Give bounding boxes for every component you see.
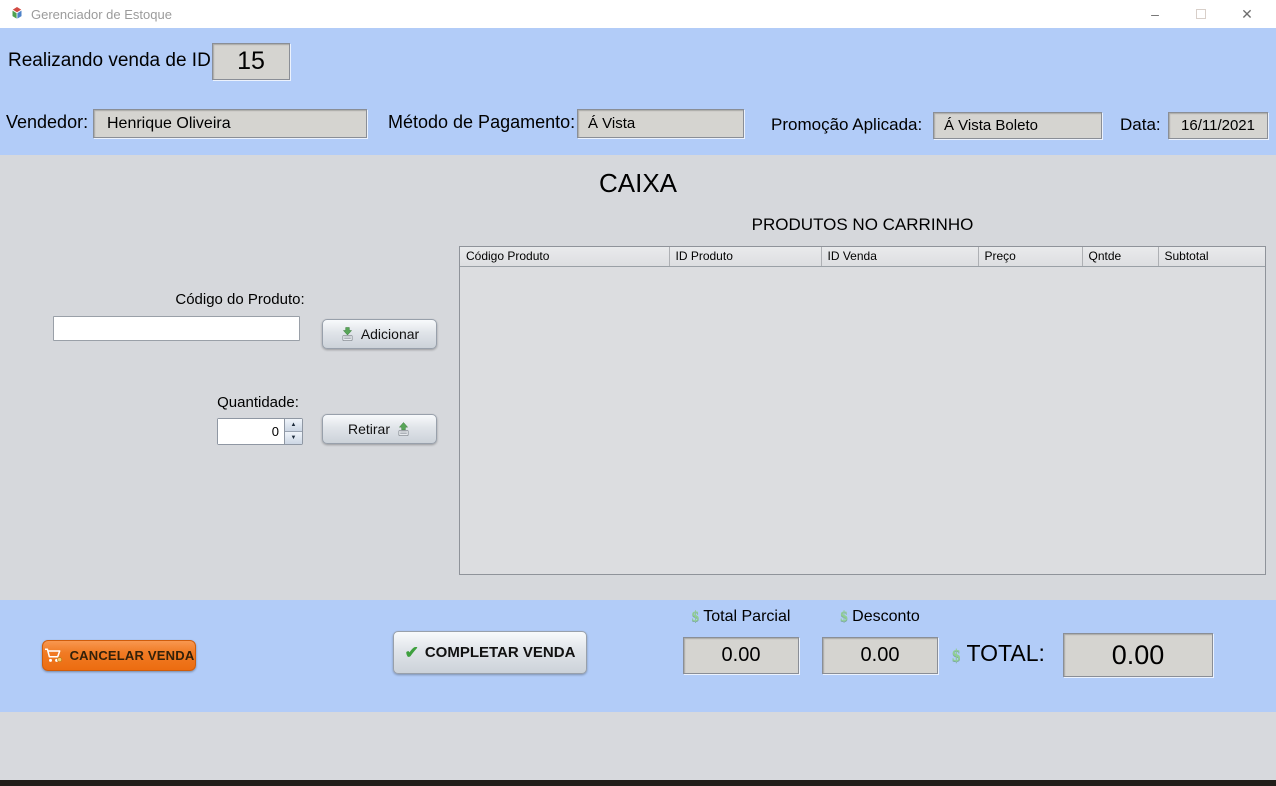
column-header-pre-o[interactable]: Preço <box>978 247 1083 267</box>
discount-label: $ Desconto <box>815 608 945 626</box>
cancel-sale-button[interactable]: CANCELAR VENDA <box>42 640 196 671</box>
maximize-button[interactable] <box>1178 0 1224 28</box>
date-label: Data: <box>1120 115 1161 134</box>
discount-field: 0.00 <box>822 637 938 674</box>
quantity-input[interactable] <box>218 419 284 444</box>
vendor-label: Vendedor: <box>6 112 89 132</box>
page-title: CAIXA <box>598 168 678 198</box>
quantity-stepper[interactable]: ▲ ▼ <box>217 418 303 445</box>
promotion-label: Promoção Aplicada: <box>771 115 923 134</box>
cart-title: PRODUTOS NO CARRINHO <box>751 215 974 234</box>
sale-header-panel: Realizando venda de ID: 15 Vendedor: Hen… <box>0 28 1276 155</box>
spinner-down-icon: ▼ <box>290 435 297 441</box>
window-title: Gerenciador de Estoque <box>31 7 172 22</box>
remove-button-label: Retirar <box>347 421 390 437</box>
partial-total-label: $ Total Parcial <box>675 608 807 626</box>
remove-from-basket-icon <box>398 421 409 436</box>
promotion-field: Á Vista Boleto <box>933 112 1102 139</box>
add-button-label: Adicionar <box>360 326 420 342</box>
complete-button-label: COMPLETAR VENDA <box>424 644 576 661</box>
spinner-up-icon: ▲ <box>290 422 297 428</box>
window-controls: – ✕ <box>1132 0 1270 28</box>
total-field: 0.00 <box>1063 633 1213 677</box>
column-header-id-venda[interactable]: ID Venda <box>821 247 979 267</box>
window-bottom-edge <box>0 780 1276 786</box>
cart-icon <box>44 648 62 663</box>
partial-total-field: 0.00 <box>683 637 799 674</box>
bottom-spacer <box>0 712 1276 780</box>
cancel-button-label: CANCELAR VENDA <box>69 648 195 663</box>
column-header-c-digo-produto[interactable]: Código Produto <box>460 247 670 267</box>
date-field: 16/11/2021 <box>1168 112 1268 139</box>
product-code-input[interactable] <box>53 316 300 341</box>
title-bar: Gerenciador de Estoque – ✕ <box>0 0 1276 28</box>
remove-from-cart-button[interactable]: Retirar <box>322 414 437 444</box>
column-header-subtotal[interactable]: Subtotal <box>1158 247 1265 267</box>
minimize-button[interactable]: – <box>1132 0 1178 28</box>
product-code-label: Código do Produto: <box>175 291 305 308</box>
currency-icon: $ <box>952 646 961 665</box>
check-icon: ✔ <box>404 643 419 662</box>
total-text: TOTAL: <box>966 640 1045 666</box>
column-header-qntde[interactable]: Qntde <box>1082 247 1159 267</box>
sale-id-field: 15 <box>212 43 290 80</box>
payment-method-label: Método de Pagamento: <box>388 112 576 132</box>
add-to-basket-icon <box>342 326 353 341</box>
partial-total-text: Total Parcial <box>703 608 791 625</box>
total-label: $ TOTAL: <box>952 640 1045 667</box>
spinner-down-button[interactable]: ▼ <box>285 432 302 444</box>
close-button[interactable]: ✕ <box>1224 0 1270 28</box>
close-icon: ✕ <box>1241 5 1253 22</box>
column-header-id-produto[interactable]: ID Produto <box>669 247 822 267</box>
checkout-panel: CAIXA PRODUTOS NO CARRINHO Código Produt… <box>0 155 1276 600</box>
complete-sale-button[interactable]: ✔ COMPLETAR VENDA <box>393 631 587 674</box>
sale-actions-panel: CANCELAR VENDA ✔ COMPLETAR VENDA $ Total… <box>0 600 1276 712</box>
maximize-icon <box>1196 9 1206 19</box>
spinner-up-button[interactable]: ▲ <box>285 419 302 432</box>
quantity-label: Quantidade: <box>217 394 299 411</box>
currency-icon: $ <box>840 609 848 625</box>
add-to-cart-button[interactable]: Adicionar <box>322 319 437 349</box>
app-icon <box>12 7 22 19</box>
cart-table: Código Produto ID Produto ID Venda Preço Qnt… <box>459 246 1266 575</box>
cart-table-header-row: Código Produto ID Produto ID Venda Preço Qnt… <box>460 247 1265 267</box>
sale-id-label: Realizando venda de ID: <box>8 50 217 71</box>
minimize-icon: – <box>1151 6 1159 22</box>
quantity-spin-buttons: ▲ ▼ <box>284 419 302 444</box>
vendor-field: Henrique Oliveira <box>93 109 367 138</box>
payment-method-field: Á Vista <box>577 109 744 138</box>
currency-icon: $ <box>691 609 700 625</box>
discount-text: Desconto <box>852 608 920 625</box>
